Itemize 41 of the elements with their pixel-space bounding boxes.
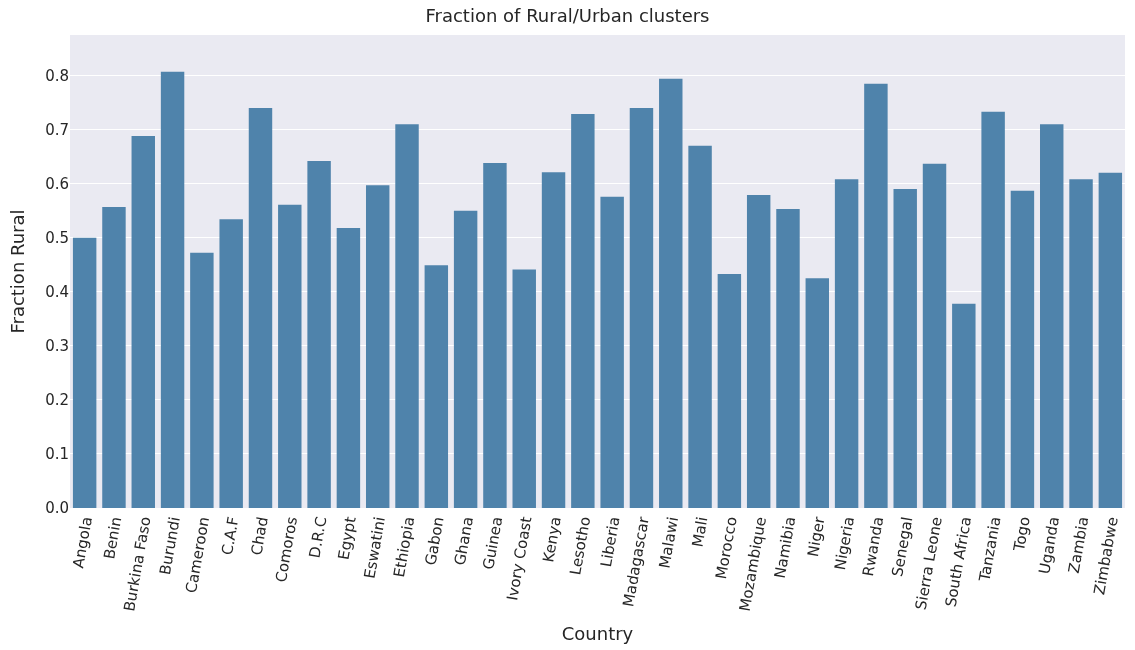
y-tick-label: 0.6 <box>45 174 69 193</box>
y-tick-label: 0.3 <box>45 337 69 356</box>
x-tick-label: Morocco <box>712 515 741 581</box>
y-tick-label: 0.7 <box>45 120 69 139</box>
y-tick-label: 0.4 <box>45 283 69 302</box>
x-tick-label: Tanzania <box>975 515 1005 584</box>
x-tick-label: Uganda <box>1035 515 1064 576</box>
y-tick-label: 0.2 <box>45 391 69 410</box>
x-tick-label: Senegal <box>888 515 917 578</box>
x-tick-label: C.A.F <box>218 515 243 557</box>
x-tick-label: Zambia <box>1064 515 1093 575</box>
x-tick-label: Rwanda <box>859 515 888 578</box>
x-tick-label: Nigeria <box>830 515 858 572</box>
y-tick-label: 0.1 <box>45 445 69 464</box>
y-tick-label: 0.0 <box>45 499 69 518</box>
x-tick-label: Ghana <box>450 515 477 567</box>
y-axis-title: Fraction Rural <box>7 209 29 334</box>
x-tick-label: Niger <box>803 514 829 559</box>
x-tick-label: Egypt <box>334 515 360 562</box>
x-tick-label: Malawi <box>655 515 683 570</box>
x-tick-label: Kenya <box>539 515 565 564</box>
x-tick-label: Namibia <box>770 515 800 580</box>
x-tick-label: Gabon <box>421 515 448 567</box>
x-tick-label: Chad <box>247 515 272 557</box>
x-tick-label: Liberia <box>596 515 624 569</box>
x-axis-title: Country <box>561 622 634 644</box>
x-tick-label: Ethiopia <box>390 515 419 579</box>
x-tick-label: Cameroon <box>182 515 214 595</box>
x-tick-label: South Africa <box>941 515 976 609</box>
y-tick-label: 0.8 <box>45 66 69 85</box>
x-tick-label: Comoros <box>271 515 302 584</box>
y-tick-label: 0.5 <box>45 228 69 247</box>
x-tick-label: Angola <box>69 515 96 570</box>
x-tick-label: Mali <box>688 515 712 549</box>
x-tick-label: Togo <box>1009 515 1034 554</box>
x-tick-label: Eswatini <box>360 515 390 581</box>
x-tick-label: Burundi <box>155 515 184 577</box>
x-tick-label: D.R.C <box>305 515 331 560</box>
chart-title: Fraction of Rural/Urban clusters <box>425 5 710 27</box>
x-tick-label: Zimbabwe <box>1090 515 1122 597</box>
x-tick-label: Lesotho <box>566 515 595 577</box>
